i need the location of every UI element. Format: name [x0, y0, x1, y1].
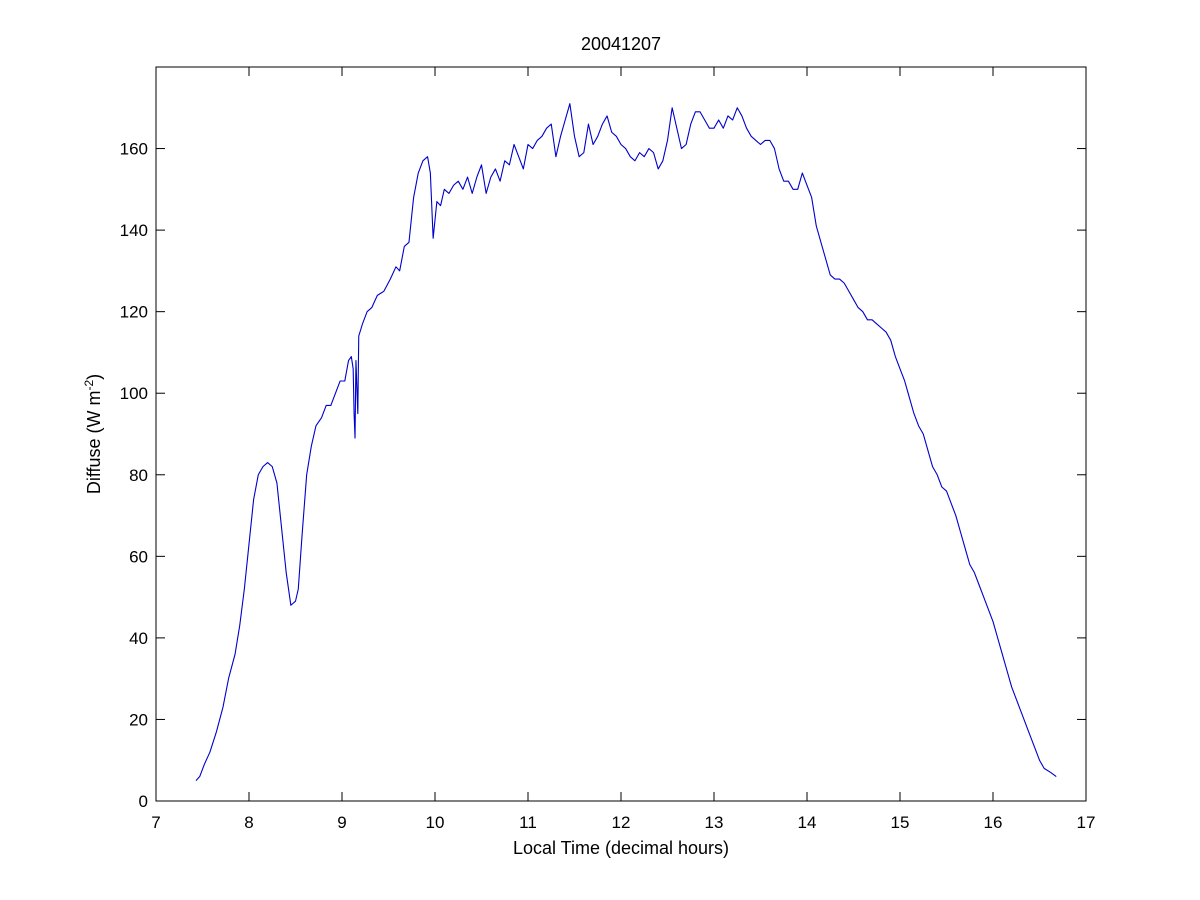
x-tick-label: 13 [705, 813, 724, 832]
y-tick-label: 0 [139, 792, 148, 811]
y-tick-label: 160 [120, 140, 148, 159]
y-tick-label: 100 [120, 384, 148, 403]
x-tick-label: 12 [612, 813, 631, 832]
y-tick-label: 40 [129, 629, 148, 648]
series-line-1 [195, 103, 1057, 781]
y-axis-title-end: ) [84, 374, 104, 380]
x-tick-label: 11 [519, 813, 537, 832]
y-tick-label: 120 [120, 303, 148, 322]
y-tick-label: 140 [120, 221, 148, 240]
axis-ticks: 7 8 9 10 11 12 13 14 15 16 17 0 20 40 60 80 100 120 140 160 [120, 67, 1096, 832]
x-tick-label: 7 [151, 813, 160, 832]
x-axis-title: Local Time (decimal hours) [513, 838, 729, 858]
y-tick-label: 20 [129, 710, 148, 729]
chart-title: 20041207 [581, 34, 661, 54]
y-axis-title-main: Diffuse (W m [84, 390, 104, 494]
x-tick-label: 17 [1077, 813, 1096, 832]
x-tick-label: 15 [891, 813, 910, 832]
x-tick-label: 14 [798, 813, 817, 832]
y-axis-title-superscript: -2 [82, 379, 96, 390]
y-tick-label: 60 [129, 547, 148, 566]
x-tick-label: 16 [984, 813, 1003, 832]
x-tick-label: 8 [244, 813, 253, 832]
x-tick-label: 10 [426, 813, 445, 832]
x-tick-label: 9 [337, 813, 346, 832]
y-axis-title: Diffuse (W m-2) [82, 374, 104, 494]
y-tick-label: 80 [129, 466, 148, 485]
